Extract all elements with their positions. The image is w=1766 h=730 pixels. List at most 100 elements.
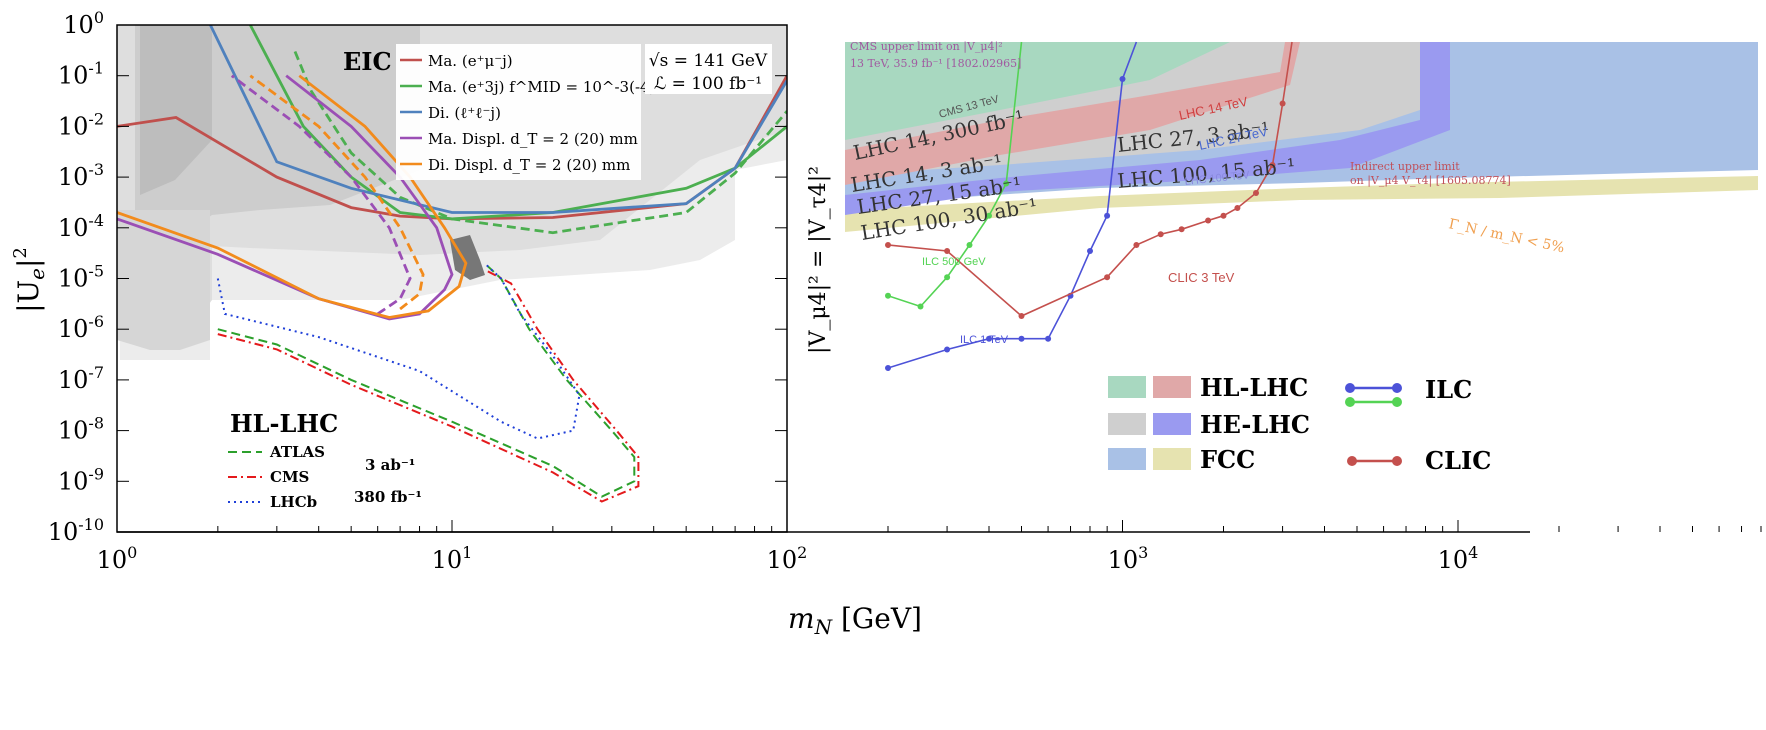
right-series-point-2-8 bbox=[1220, 212, 1227, 219]
y-tick-label: 10-1 bbox=[58, 59, 104, 90]
excluded-region-stem bbox=[117, 210, 210, 350]
x-tick-label-3: 102 bbox=[767, 543, 808, 574]
right-series-point-2-10 bbox=[1253, 190, 1259, 196]
y-tick-label: 10-9 bbox=[58, 464, 104, 495]
right-series-point-1-2 bbox=[986, 335, 992, 342]
right-series-point-2-0 bbox=[885, 242, 891, 248]
clic-legend-dot-b bbox=[1392, 456, 1402, 466]
x-tick-label-2: 101 bbox=[432, 543, 473, 574]
eic-legend-label-2: Di. (ℓ⁺ℓ⁻j) bbox=[428, 104, 501, 122]
right-legend-swatch-1-1 bbox=[1153, 413, 1191, 435]
ilc500-label: ILC 500 GeV bbox=[922, 256, 986, 268]
right-series-group bbox=[885, 41, 1293, 371]
right-series-point-1-8 bbox=[1119, 76, 1126, 82]
right-series-line-2 bbox=[887, 41, 1293, 317]
left-series-line-4 bbox=[117, 74, 454, 321]
left-series-line-2 bbox=[293, 50, 787, 235]
right-panel bbox=[787, 25, 1758, 532]
energy-box bbox=[645, 44, 772, 94]
right-series-point-2-7 bbox=[1205, 217, 1212, 224]
ilc1-label: ILC 1 TeV bbox=[960, 334, 1009, 346]
right-series-point-1-0 bbox=[885, 365, 891, 371]
hl-legend-label-0: ATLAS bbox=[269, 443, 325, 461]
right-series-point-2-5 bbox=[1157, 231, 1164, 238]
eic-legend: Ma. (e⁺μ⁻j) Ma. (e⁺3j) f^MID = 10^-3(-4) D… bbox=[400, 52, 655, 174]
right-series-point-1-3 bbox=[1018, 335, 1025, 342]
right-series-point-2-1 bbox=[944, 248, 951, 254]
y-tick-label: 10-4 bbox=[58, 211, 104, 242]
clic3-label: CLIC 3 TeV bbox=[1168, 270, 1235, 285]
indirect-limit-label: Indirect upper limit bbox=[1350, 160, 1460, 173]
right-legend: HL-LHC HE-LHC FCC ILC CLIC bbox=[1108, 373, 1491, 475]
hl-lumi-380fb: 380 fb⁻¹ bbox=[354, 488, 422, 506]
cms-limit-label: CMS upper limit on |V_μ4|² bbox=[850, 40, 1003, 54]
y-tick-label: 100 bbox=[63, 8, 104, 39]
hl-lhc-legend: ATLAS CMS LHCb bbox=[228, 443, 325, 511]
ilc-legend-dot-a1 bbox=[1345, 397, 1355, 407]
lumi-label: ℒ = 100 fb⁻¹ bbox=[654, 74, 762, 94]
excluded-region-darkest bbox=[140, 25, 212, 195]
eic-legend-box bbox=[396, 44, 641, 180]
eic-label: EIC bbox=[343, 47, 392, 76]
eic-legend-label-0: Ma. (e⁺μ⁻j) bbox=[428, 52, 513, 70]
x-tick-label-1: 100 bbox=[97, 543, 138, 574]
left-series-line-7 bbox=[249, 74, 425, 311]
y-tick-label: 10-2 bbox=[58, 109, 104, 140]
y-tick-label: 10-5 bbox=[58, 262, 104, 293]
right-series-point-1-7 bbox=[1104, 212, 1111, 219]
ilc-legend-dot-b1 bbox=[1392, 397, 1402, 407]
ilc-legend-dot-a0 bbox=[1345, 383, 1355, 393]
left-series-line-3 bbox=[209, 25, 787, 214]
hl-lhc-band-red bbox=[845, 42, 1300, 185]
left-y-axis-label: |Ue|2 bbox=[10, 247, 49, 313]
hl-lumi-3ab: 3 ab⁻¹ bbox=[365, 456, 415, 474]
right-legend-swatch-1-0 bbox=[1108, 413, 1146, 435]
right-y-axis-label: |V_μ4|² = |V_τ4|² bbox=[806, 166, 831, 354]
right-series-point-2-4 bbox=[1133, 242, 1140, 248]
right-legend-swatch-2-1 bbox=[1153, 448, 1191, 470]
hl-legend-label-1: CMS bbox=[270, 468, 309, 486]
y-tick-label: 10-6 bbox=[58, 312, 104, 343]
right-legend-label-clic: CLIC bbox=[1425, 446, 1491, 475]
right-series-point-0-4 bbox=[986, 212, 992, 219]
fcc-band-yellow bbox=[845, 176, 1758, 232]
right-legend-label-ilc: ILC bbox=[1425, 375, 1472, 404]
y-tick-label: 10-7 bbox=[58, 363, 104, 394]
right-series-point-1-6 bbox=[1087, 248, 1093, 254]
cms-ref-label: 13 TeV, 35.9 fb⁻¹ [1802.02965] bbox=[850, 57, 1021, 70]
y-tick-label: 10-3 bbox=[58, 160, 104, 191]
right-series-point-1-4 bbox=[1045, 335, 1052, 342]
x-axis-label: mN [GeV] bbox=[788, 602, 922, 639]
axis-ticks bbox=[116, 24, 1762, 533]
right-series-point-0-0 bbox=[885, 292, 891, 299]
hl-lhc-band-green bbox=[845, 42, 1230, 140]
right-series-point-0-3 bbox=[966, 242, 973, 248]
x-tick-label-4: 103 bbox=[1108, 543, 1149, 574]
left-series-group bbox=[117, 25, 787, 503]
ilc-legend-dot-b0 bbox=[1392, 383, 1402, 393]
eic-legend-label-1: Ma. (e⁺3j) f^MID = 10^-3(-4) bbox=[428, 78, 655, 96]
right-legend-swatch-2-0 bbox=[1108, 448, 1146, 470]
y-tick-label: 10-8 bbox=[58, 414, 104, 445]
eic-legend-label-4: Di. Displ. d_T = 2 (20) mm bbox=[428, 156, 630, 174]
hl-legend-label-2: LHCb bbox=[270, 493, 317, 511]
energy-label: √s = 141 GeV bbox=[649, 51, 768, 71]
right-series-line-1 bbox=[887, 41, 1138, 369]
excluded-region-sliver bbox=[450, 235, 485, 280]
right-series-point-1-1 bbox=[944, 346, 951, 353]
indirect-ref-label: on |V_μ4 V_τ4| [1605.08774] bbox=[1350, 174, 1511, 188]
right-legend-swatch-0-1 bbox=[1153, 376, 1191, 398]
right-series-point-2-2 bbox=[1018, 313, 1025, 319]
right-series-point-0-1 bbox=[917, 303, 924, 310]
right-series-point-2-9 bbox=[1234, 205, 1241, 211]
clic-legend-dot-a bbox=[1347, 456, 1357, 466]
left-series-line-5 bbox=[230, 74, 412, 316]
hl-lhc-title: HL-LHC bbox=[230, 409, 338, 438]
right-series-point-2-12 bbox=[1279, 100, 1286, 107]
y-tick-label: 10-10 bbox=[48, 515, 104, 546]
right-series-point-2-6 bbox=[1178, 226, 1185, 233]
x-tick-label-5: 104 bbox=[1438, 543, 1479, 574]
y-tick-labels: 100 10-1 10-2 10-3 10-4 10-5 10-6 10-7 10-8 10-9 1… bbox=[48, 8, 104, 546]
left-series-line-9 bbox=[217, 268, 640, 503]
